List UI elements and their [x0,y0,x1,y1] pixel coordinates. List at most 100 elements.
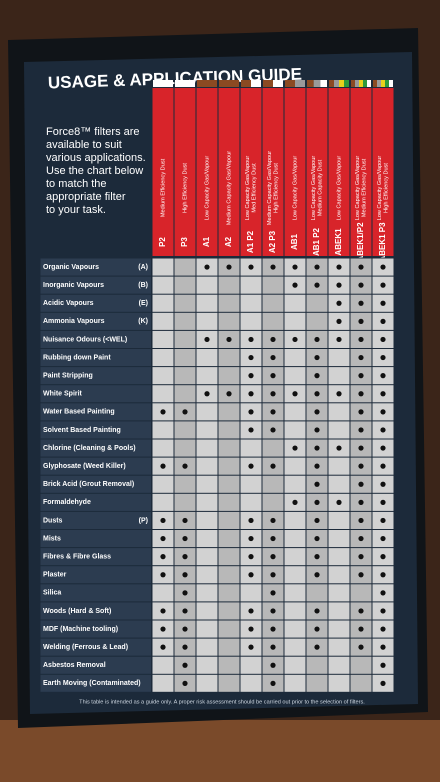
table-cell [284,349,306,367]
row-label-cell [40,493,151,511]
table-cell [196,511,218,529]
column-header [350,88,372,256]
filter-color-band [175,80,195,87]
suitability-dot [358,481,364,487]
table-cell [152,385,174,403]
suitability-dot [380,608,386,614]
row-label: Silica [43,590,61,597]
column-code: ABEK1 [334,228,343,256]
column-description: High Efficiency Dust [182,163,188,213]
filter-color-band [263,80,273,87]
table-cell [174,330,196,348]
table-cell [240,584,262,602]
column-code: AB1 P2 [312,227,321,256]
suitability-dot [380,300,386,306]
intro-line: appropriate filter [46,191,126,203]
table-cell [240,493,262,511]
floor [0,720,440,782]
column-header [196,88,218,256]
table-cell [196,584,218,602]
table-cell [174,475,196,493]
table-cell [284,602,306,620]
suitability-dot [270,535,276,542]
suitability-dot [358,264,364,270]
table-cell [284,294,306,312]
row-label: Solvent Based Painting [43,427,121,434]
suitability-dot [248,373,254,379]
suitability-dot [226,336,232,343]
filter-color-band [329,80,334,87]
row-label-cell [40,638,151,656]
column-description: Medium Capacity Gas/Vapour [267,151,273,225]
table-cell [174,385,196,403]
column-description: High Efficiency Dust [384,163,390,213]
suitability-dot [358,535,364,542]
row-label: Paint Stripping [43,372,93,379]
suitability-dot [380,354,386,361]
filter-color-band [367,80,371,87]
suitability-dot [182,608,188,614]
suitability-dot [380,481,386,487]
suitability-dot [358,608,364,614]
column-code: A2 [224,236,233,247]
row-code: (E) [139,300,148,307]
table-cell [196,620,218,638]
suitability-dot [380,409,386,415]
suitability-dot [336,336,342,343]
suitability-dot [380,373,386,379]
row-label-cell [40,511,151,529]
filter-color-band [339,80,344,87]
suitability-dot [270,662,276,668]
suitability-dot [182,517,188,524]
table-cell [328,457,350,475]
table-cell [328,367,350,385]
intro-line: to match the [46,178,107,190]
suitability-dot [380,336,386,343]
row-label: Brick Acid (Grout Removal) [43,481,134,488]
table-cell [284,457,306,475]
row-label-cell [40,566,151,584]
column-description: Low Capacity Gas/Vapour [292,156,298,221]
suitability-dot [248,264,254,270]
suitability-dot [270,391,276,397]
suitability-dot [380,282,386,288]
suitability-dot [380,572,386,578]
table-cell [240,656,262,674]
filter-color-band [307,80,314,87]
intro-line: Use the chart below [46,165,143,177]
suitability-dot [314,517,320,524]
suitability-dot [270,644,276,650]
suitability-dot [314,336,320,343]
table-cell [196,367,218,385]
suitability-dot [358,517,364,524]
row-label-cell [40,312,151,330]
table-cell [262,294,284,312]
column-code: ABEK1 P3 [378,222,387,262]
suitability-dot [270,336,276,343]
filter-color-band [273,80,283,87]
row-label-cell [40,258,151,276]
suitability-dot [182,662,188,668]
table-cell [306,584,328,602]
suitability-dot [380,590,386,596]
suitability-dot [248,409,254,415]
column-description: Medium Capacity Gas/Vapour [226,151,232,225]
table-cell [218,511,240,529]
row-label: Earth Moving (Contaminated) [43,680,141,687]
row-label-cell [40,674,151,692]
column-description: Low Capacity Gas/Vapour [245,156,251,221]
suitability-dot [380,626,386,632]
table-cell [350,584,372,602]
row-label: Ammonia Vapours [43,318,105,325]
table-cell [174,421,196,439]
suitability-dot [314,373,320,379]
suitability-dot [292,282,298,288]
suitability-dot [160,572,166,578]
row-label: Welding (Ferrous & Lead) [43,644,128,651]
table-cell [262,276,284,294]
table-cell [152,656,174,674]
table-cell [152,421,174,439]
row-label-cell [40,530,151,548]
column-description: High Efficiency Dust [274,163,280,213]
